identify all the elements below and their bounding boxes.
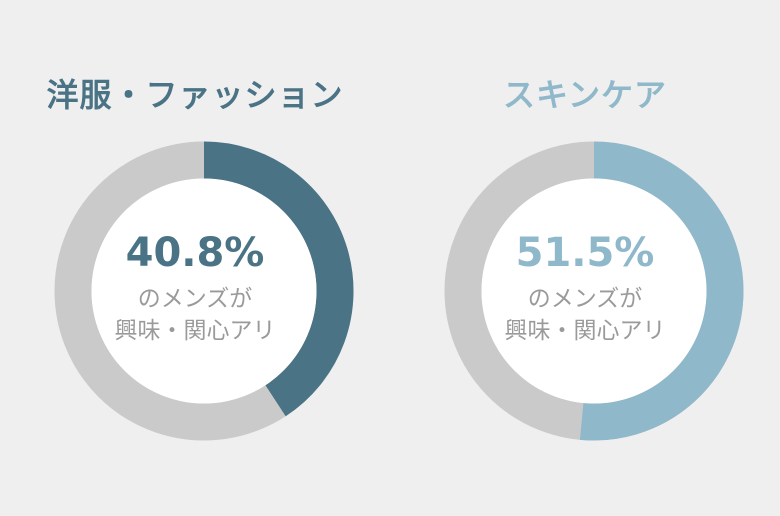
donut-chart-fashion — [54, 141, 354, 441]
donut-center — [481, 178, 707, 404]
caption-line-2: 興味・関心アリ — [114, 318, 276, 344]
caption-text: のメンズが 興味・関心アリ — [390, 283, 780, 347]
donut-chart-skincare — [444, 141, 744, 441]
donut-center — [91, 178, 317, 404]
chart-title: スキンケア — [502, 76, 668, 114]
caption-text: のメンズが 興味・関心アリ — [0, 283, 390, 347]
chart-title: 洋服・ファッション — [46, 76, 344, 114]
chart-panel-skincare: スキンケア 51.5% のメンズが 興味・関心アリ — [390, 0, 780, 516]
percentage-label: 51.5% — [515, 230, 655, 276]
chart-panel-fashion: 洋服・ファッション 40.8% のメンズが 興味・関心アリ — [0, 76, 390, 441]
donut-value-arc — [579, 141, 744, 441]
caption-line-2: 興味・関心アリ — [504, 318, 666, 344]
caption-line-1: のメンズが — [137, 286, 253, 312]
percentage-label: 40.8% — [125, 230, 265, 276]
caption-line-1: のメンズが — [527, 286, 643, 312]
donut-value-arc — [203, 141, 354, 417]
